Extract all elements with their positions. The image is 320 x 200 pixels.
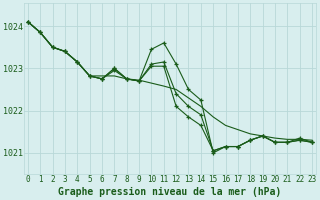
X-axis label: Graphe pression niveau de la mer (hPa): Graphe pression niveau de la mer (hPa) [58, 187, 282, 197]
